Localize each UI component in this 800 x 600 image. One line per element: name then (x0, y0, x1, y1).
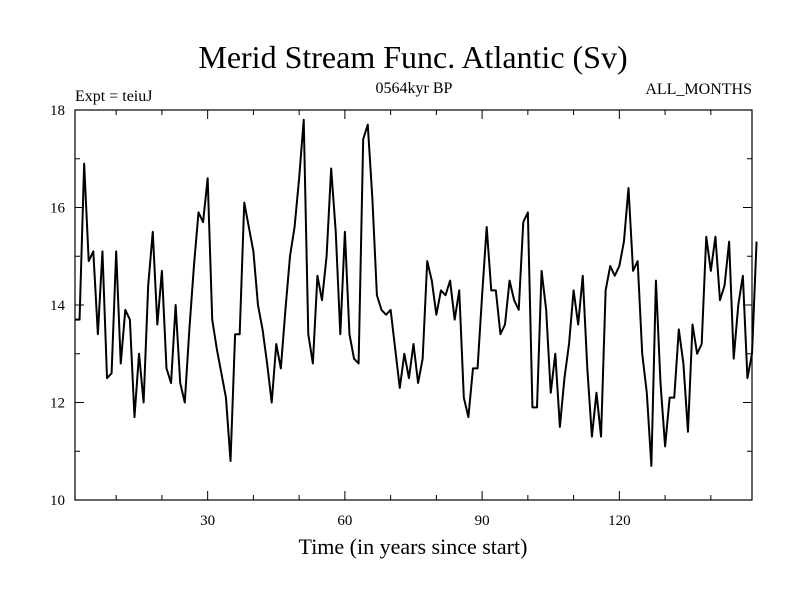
months-label: ALL_MONTHS (645, 81, 752, 98)
x-tick-label: 90 (475, 513, 490, 529)
plot-frame (74, 109, 753, 501)
tick-labels: 30 60 90 120 10 12 14 16 18 (50, 103, 631, 529)
y-tick-label: 16 (50, 201, 66, 217)
chart-title: Merid Stream Func. Atlantic (Sv) (198, 39, 627, 75)
experiment-label: Expt = teiuJ (75, 88, 152, 105)
y-tick-label: 18 (50, 103, 65, 119)
y-tick-label: 12 (50, 396, 65, 412)
x-tick-label: 30 (200, 513, 215, 529)
series-layer (75, 118, 758, 467)
x-tick-label: 120 (608, 513, 631, 529)
period-label: 0564kyr BP (376, 80, 453, 97)
x-axis-label: Time (in years since start) (299, 534, 528, 559)
x-tick-label: 60 (337, 513, 352, 529)
y-tick-label: 14 (50, 298, 66, 314)
y-tick-label: 10 (50, 493, 65, 509)
series-line (75, 118, 758, 467)
